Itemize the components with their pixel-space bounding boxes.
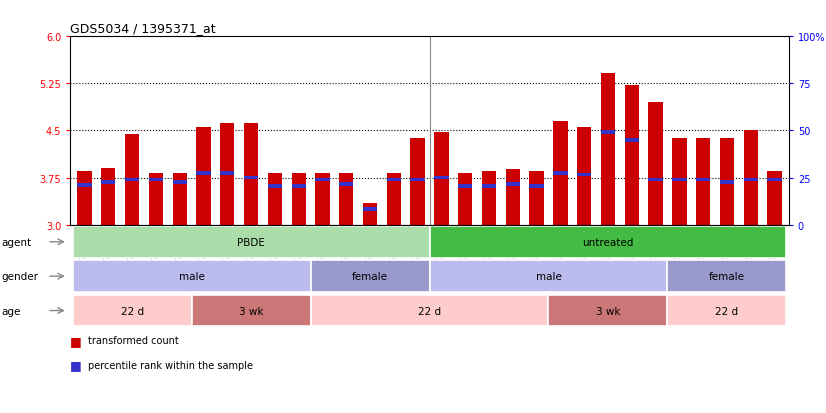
Bar <box>268 174 282 225</box>
Bar <box>244 176 259 180</box>
Text: percentile rank within the sample: percentile rank within the sample <box>88 360 254 370</box>
Bar <box>624 86 639 225</box>
Bar <box>601 74 615 225</box>
Bar <box>430 261 667 292</box>
Bar <box>101 180 116 184</box>
Bar <box>553 172 567 176</box>
Bar <box>73 226 430 258</box>
Bar <box>506 170 520 225</box>
Bar <box>197 172 211 176</box>
Bar <box>482 184 496 188</box>
Text: agent: agent <box>2 237 31 247</box>
Bar <box>244 123 259 225</box>
Text: 3 wk: 3 wk <box>596 306 620 316</box>
Bar <box>173 174 187 225</box>
Text: male: male <box>178 271 205 282</box>
Bar <box>577 173 591 177</box>
Bar <box>197 128 211 225</box>
Bar <box>411 178 425 182</box>
Bar <box>458 184 472 188</box>
Bar <box>672 139 686 225</box>
Bar <box>220 123 235 225</box>
Bar <box>458 174 472 225</box>
Bar <box>78 172 92 225</box>
Bar <box>268 184 282 188</box>
Bar <box>149 174 163 225</box>
Bar <box>292 173 306 225</box>
Bar <box>311 295 548 327</box>
Bar <box>648 103 662 225</box>
Bar <box>73 295 192 327</box>
Bar <box>101 169 116 225</box>
Text: GDS5034 / 1395371_at: GDS5034 / 1395371_at <box>70 21 216 35</box>
Text: female: female <box>709 271 745 282</box>
Bar <box>311 261 430 292</box>
Bar <box>339 173 354 225</box>
Bar <box>316 178 330 182</box>
Bar <box>529 172 544 225</box>
Bar <box>667 295 786 327</box>
Bar <box>430 226 786 258</box>
Bar <box>719 180 734 184</box>
Bar <box>648 178 662 182</box>
Text: transformed count: transformed count <box>88 335 179 345</box>
Bar <box>601 131 615 134</box>
Bar <box>411 139 425 225</box>
Bar <box>434 133 449 225</box>
Bar <box>548 295 667 327</box>
Text: male: male <box>535 271 562 282</box>
Bar <box>743 131 758 225</box>
Bar <box>149 178 163 182</box>
Bar <box>73 261 311 292</box>
Bar <box>482 172 496 225</box>
Bar <box>78 184 92 188</box>
Bar <box>553 122 567 225</box>
Bar <box>743 178 758 182</box>
Bar <box>577 128 591 225</box>
Bar <box>696 139 710 225</box>
Text: 3 wk: 3 wk <box>239 306 263 316</box>
Text: 22 d: 22 d <box>715 306 738 316</box>
Bar <box>387 178 401 182</box>
Bar <box>363 208 377 211</box>
Bar <box>767 172 781 225</box>
Bar <box>292 184 306 188</box>
Bar <box>173 180 187 184</box>
Text: 22 d: 22 d <box>121 306 144 316</box>
Bar <box>434 176 449 180</box>
Bar <box>767 178 781 182</box>
Bar <box>719 139 734 225</box>
Bar <box>125 134 140 225</box>
Text: untreated: untreated <box>582 237 634 247</box>
Bar <box>192 295 311 327</box>
Text: female: female <box>352 271 388 282</box>
Text: age: age <box>2 306 21 316</box>
Bar <box>667 261 786 292</box>
Text: ■: ■ <box>70 358 82 372</box>
Bar <box>672 178 686 182</box>
Bar <box>506 183 520 186</box>
Bar <box>220 172 235 176</box>
Text: PBDE: PBDE <box>237 237 265 247</box>
Bar <box>624 139 639 142</box>
Bar <box>696 178 710 182</box>
Bar <box>316 173 330 225</box>
Text: ■: ■ <box>70 334 82 347</box>
Bar <box>387 174 401 225</box>
Bar <box>363 203 377 225</box>
Text: 22 d: 22 d <box>418 306 441 316</box>
Bar <box>125 178 140 182</box>
Bar <box>339 183 354 186</box>
Text: gender: gender <box>2 271 39 282</box>
Bar <box>529 184 544 188</box>
